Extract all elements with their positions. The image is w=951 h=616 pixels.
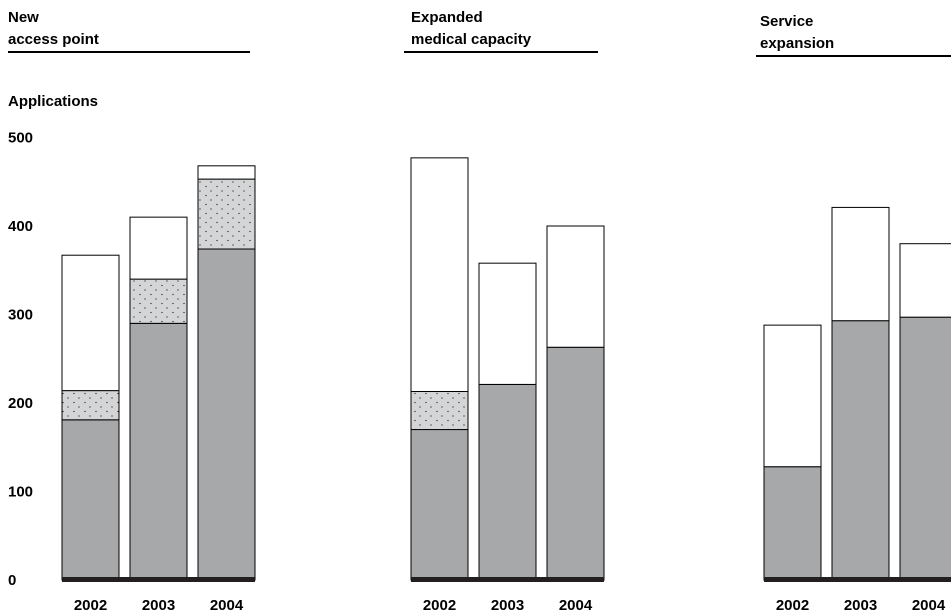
bar-top-segment-2004 bbox=[546, 225, 605, 348]
panel-title-line-2: expansion bbox=[760, 35, 834, 52]
panel-service-expansion: Service expansion 2002 2003 2004 bbox=[756, 13, 951, 614]
x-tick-label: 2003 bbox=[491, 597, 524, 614]
bar-dotted-segment-2002 bbox=[410, 390, 469, 431]
panel-expanded-medical-capacity: Expanded medical capacity 2002 2003 2004 bbox=[404, 9, 605, 614]
y-axis-title: Applications bbox=[8, 93, 98, 110]
y-tick-label: 500 bbox=[8, 130, 33, 147]
bar-base-segment-2002 bbox=[61, 419, 120, 581]
baseline bbox=[411, 577, 604, 582]
bar-dotted-segment-2004 bbox=[197, 178, 256, 250]
y-tick-label: 400 bbox=[8, 218, 33, 235]
x-tick-label: 2004 bbox=[210, 597, 244, 614]
y-tick-label: 300 bbox=[8, 307, 33, 324]
bar-top-segment-2003 bbox=[831, 206, 890, 322]
bar-base-segment-2003 bbox=[129, 322, 188, 581]
y-tick-label: 100 bbox=[8, 484, 33, 501]
x-tick-label: 2003 bbox=[142, 597, 175, 614]
bar-dotted-segment-2003 bbox=[129, 278, 188, 324]
x-tick-label: 2002 bbox=[423, 597, 456, 614]
baseline bbox=[764, 577, 951, 582]
bar-top-segment-2004 bbox=[899, 243, 951, 318]
bar-base-segment-2004 bbox=[197, 248, 256, 581]
bar-base-segment-2002 bbox=[763, 466, 822, 581]
baseline bbox=[62, 577, 255, 582]
y-tick-label: 200 bbox=[8, 395, 33, 412]
bar-base-segment-2003 bbox=[478, 383, 537, 581]
panel-title-line-2: access point bbox=[8, 31, 99, 48]
panel-new-access-point: New access point 0 100 200 300 400 500 2002 200… bbox=[8, 9, 256, 614]
x-tick-label: 2004 bbox=[559, 597, 593, 614]
x-tick-label: 2002 bbox=[776, 597, 809, 614]
x-tick-label: 2004 bbox=[912, 597, 946, 614]
panel-title-line-2: medical capacity bbox=[411, 31, 532, 48]
bar-base-segment-2004 bbox=[546, 346, 605, 581]
x-tick-label: 2003 bbox=[844, 597, 877, 614]
panel-title-line-1: Expanded bbox=[411, 9, 483, 26]
bar-base-segment-2003 bbox=[831, 320, 890, 581]
panel-title-line-1: Service bbox=[760, 13, 813, 30]
bar-top-segment-2004 bbox=[197, 165, 256, 180]
x-tick-label: 2002 bbox=[74, 597, 107, 614]
bar-top-segment-2002 bbox=[763, 324, 822, 468]
bar-top-segment-2002 bbox=[410, 157, 469, 392]
bar-base-segment-2004 bbox=[899, 316, 951, 581]
bar-dotted-segment-2002 bbox=[61, 390, 120, 421]
bar-base-segment-2002 bbox=[410, 429, 469, 581]
y-tick-label: 0 bbox=[8, 572, 16, 589]
panel-title-line-1: New bbox=[8, 9, 39, 26]
bar-top-segment-2003 bbox=[129, 216, 188, 280]
bar-top-segment-2002 bbox=[61, 254, 120, 392]
bar-top-segment-2003 bbox=[478, 262, 537, 385]
